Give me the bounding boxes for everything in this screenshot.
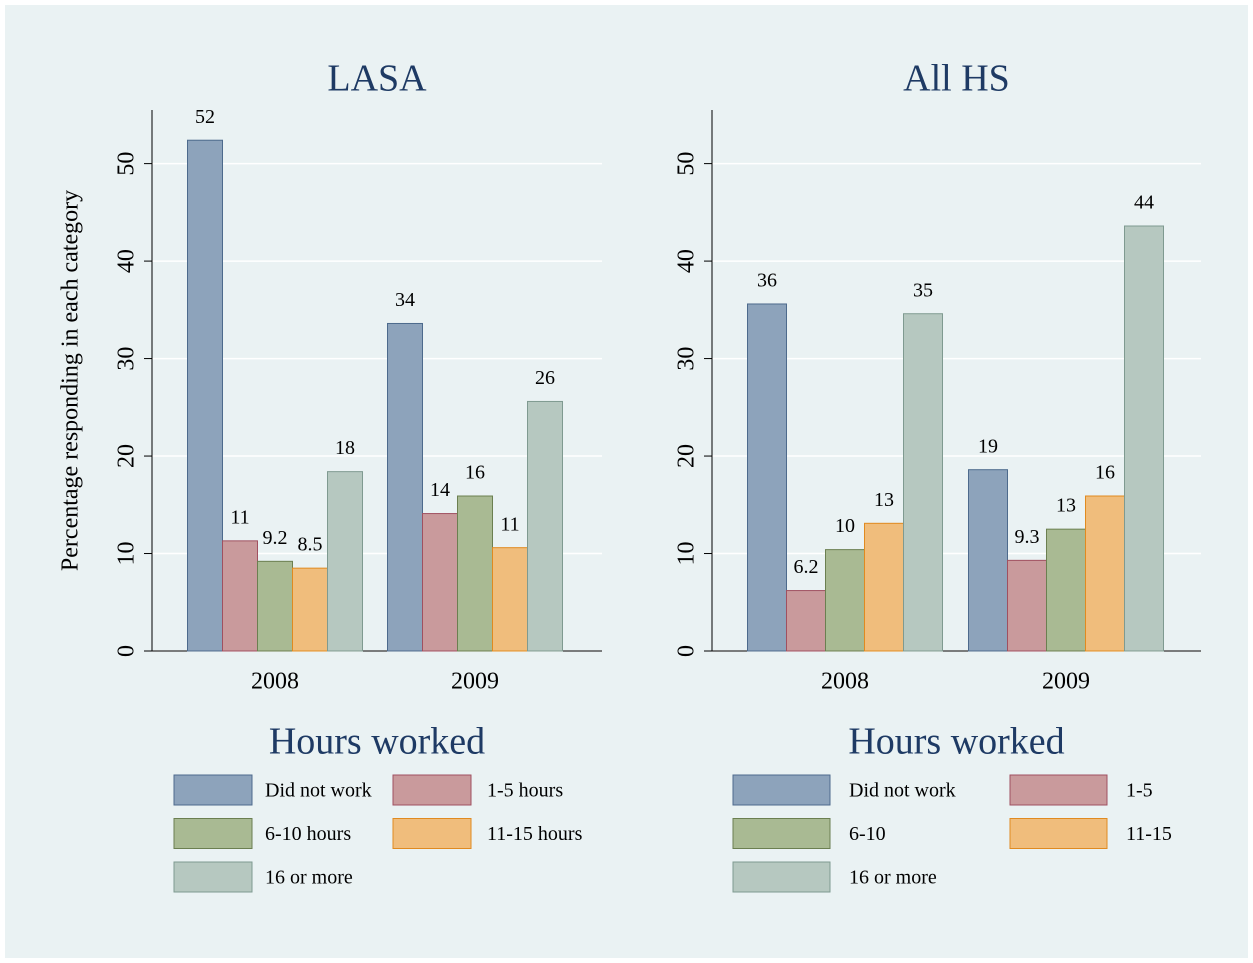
x-tick-label: 2009 xyxy=(1042,669,1090,695)
legend-label: 11-15 hours xyxy=(487,823,583,845)
legend-title: Hours worked xyxy=(269,721,485,763)
value-label: 11 xyxy=(500,513,519,535)
value-label: 10 xyxy=(835,515,855,537)
bar xyxy=(1007,559,1047,652)
legend-swatch xyxy=(732,818,831,849)
value-label: 13 xyxy=(874,489,894,511)
legend-label: 6-10 xyxy=(849,823,886,845)
value-label: 13 xyxy=(1056,495,1076,517)
y-tick-label: 20 xyxy=(674,444,700,468)
value-label: 16 xyxy=(465,462,485,484)
bar xyxy=(825,549,865,652)
value-label: 16 xyxy=(1095,462,1115,484)
legend-swatch xyxy=(392,818,472,849)
value-label: 19 xyxy=(978,435,998,457)
value-label: 34 xyxy=(395,289,415,311)
value-label: 11 xyxy=(230,506,249,528)
bar xyxy=(457,495,493,652)
y-tick-label: 40 xyxy=(114,249,140,273)
y-tick-label: 10 xyxy=(674,542,700,566)
legend-label: 11-15 xyxy=(1126,823,1172,845)
y-tick-label: 10 xyxy=(114,542,140,566)
legend-swatch xyxy=(732,861,831,893)
legend-title: Hours worked xyxy=(848,721,1064,763)
legend-label: Did not work xyxy=(849,780,956,802)
chart-title: All HS xyxy=(903,58,1010,100)
y-tick-label: 40 xyxy=(674,249,700,273)
value-label: 52 xyxy=(195,106,215,128)
x-tick-label: 2009 xyxy=(451,669,499,695)
value-label: 8.5 xyxy=(298,534,323,556)
legend-label: 1-5 xyxy=(1126,780,1153,802)
legend-label: 16 or more xyxy=(265,867,353,889)
y-tick-label: 50 xyxy=(674,152,700,176)
value-label: 35 xyxy=(913,279,933,301)
legend-swatch xyxy=(173,774,253,806)
bar xyxy=(903,313,943,652)
bar xyxy=(968,469,1008,652)
value-label: 6.2 xyxy=(794,556,819,578)
legend-label: Did not work xyxy=(265,780,372,802)
value-label: 18 xyxy=(335,437,355,459)
value-label: 26 xyxy=(535,367,555,389)
y-tick-label: 0 xyxy=(114,645,140,657)
bar xyxy=(747,303,787,652)
x-tick-label: 2008 xyxy=(251,669,299,695)
bar xyxy=(422,513,458,652)
legend-swatch xyxy=(173,861,253,893)
chart-title: LASA xyxy=(327,58,427,100)
legend-label: 16 or more xyxy=(849,867,937,889)
bar xyxy=(387,322,423,652)
value-label: 9.3 xyxy=(1015,526,1040,548)
y-tick-label: 30 xyxy=(674,347,700,371)
value-label: 9.2 xyxy=(263,527,288,549)
legend-label: 1-5 hours xyxy=(487,780,563,802)
legend-swatch xyxy=(1009,818,1108,849)
y-tick-label: 20 xyxy=(114,444,140,468)
x-tick-label: 2008 xyxy=(821,669,869,695)
y-tick-label: 50 xyxy=(114,152,140,176)
bar xyxy=(527,400,563,652)
bar xyxy=(187,139,223,652)
bar xyxy=(327,471,363,652)
value-label: 44 xyxy=(1134,192,1154,214)
bar xyxy=(1085,495,1125,652)
bar xyxy=(1124,225,1164,652)
bar xyxy=(257,560,293,652)
legend-swatch xyxy=(1009,774,1108,806)
value-label: 36 xyxy=(757,270,777,292)
y-tick-label: 30 xyxy=(114,347,140,371)
legend-swatch xyxy=(392,774,472,806)
bar xyxy=(492,547,528,652)
bar xyxy=(1046,528,1086,652)
bar xyxy=(222,540,258,652)
y-tick-label: 0 xyxy=(674,645,700,657)
bar xyxy=(864,522,904,652)
legend-label: 6-10 hours xyxy=(265,823,351,845)
value-label: 14 xyxy=(430,479,450,501)
y-axis-label: Percentage responding in each category xyxy=(58,190,84,571)
bar xyxy=(786,590,826,652)
legend-swatch xyxy=(732,774,831,806)
legend-swatch xyxy=(173,818,253,849)
bar xyxy=(292,567,328,652)
